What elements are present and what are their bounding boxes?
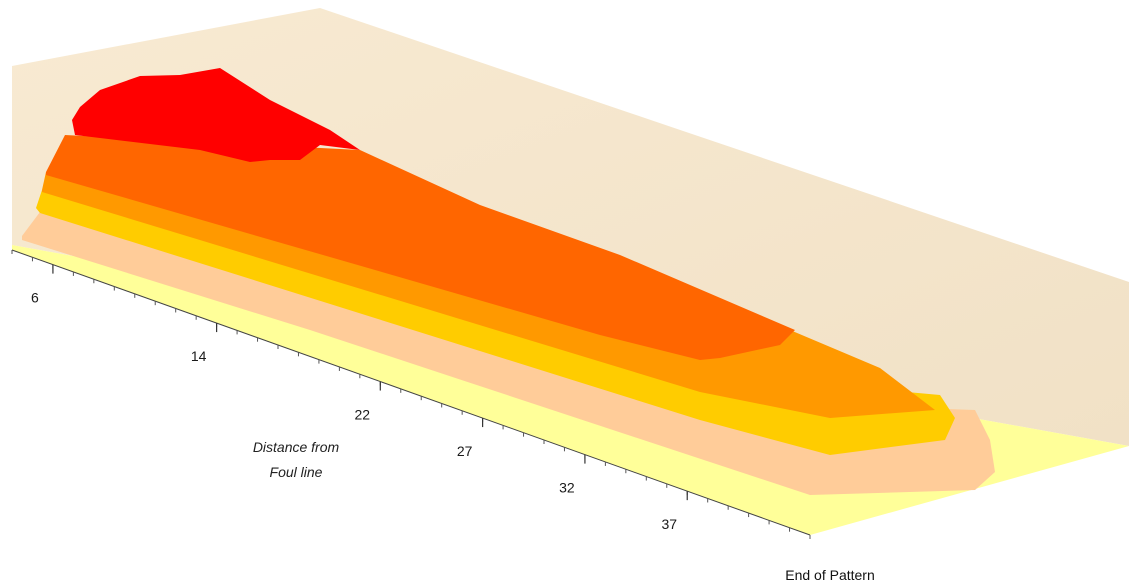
layer-band-4 [46, 135, 795, 360]
tick-label: 6 [31, 290, 39, 306]
tick-label: 32 [559, 480, 575, 496]
axis-line [11, 249, 811, 536]
tick-label: 14 [191, 348, 207, 364]
tick-label: 27 [457, 443, 473, 459]
end-of-pattern-label: End of Pattern [785, 567, 875, 583]
x-axis [11, 249, 811, 536]
layer-band-5 [72, 68, 360, 162]
tick-label: 37 [661, 516, 677, 532]
axis-title-line-2: Foul line [270, 464, 323, 480]
tick-group: 6 14 22 27 32 37 [11, 250, 811, 539]
axis-title: Distance from Foul line [253, 439, 340, 480]
tick-label: 22 [355, 407, 371, 423]
axis-title-line-1: Distance from [253, 439, 340, 455]
